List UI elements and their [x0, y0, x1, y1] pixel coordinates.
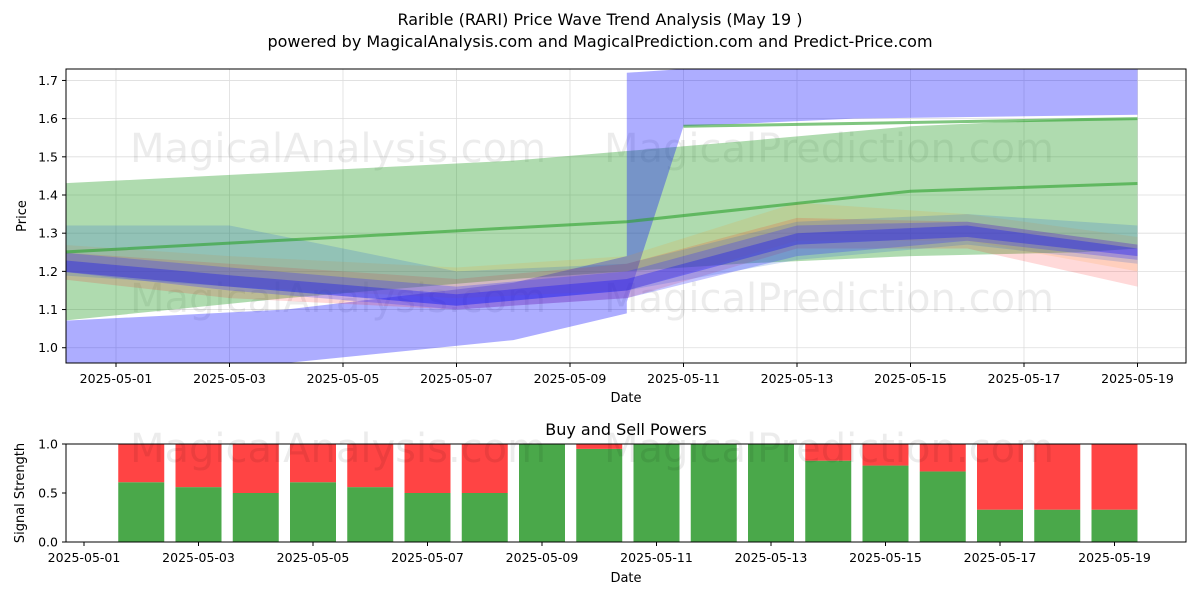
- sell-bar: [1034, 444, 1081, 510]
- y-tick-label: 1.4: [38, 188, 58, 203]
- wave-band-4: [66, 214, 1138, 306]
- sell-bar: [175, 444, 222, 488]
- trend-line-1: [683, 117, 1138, 128]
- plot-area: [66, 69, 1138, 363]
- y-tick-label: 0.0: [38, 535, 58, 550]
- watermark-text: MagicalPrediction.com: [604, 126, 1054, 172]
- chart-title: Rarible (RARI) Price Wave Trend Analysis…: [397, 10, 803, 29]
- buy-bar: [347, 487, 394, 542]
- wave-band-1: [66, 69, 1138, 363]
- buy-bar: [461, 493, 508, 542]
- buy-bar: [862, 465, 909, 542]
- x-tick-label: 2025-05-05: [277, 550, 350, 565]
- y-tick-label: 1.7: [38, 73, 58, 88]
- sell-bar: [347, 444, 394, 488]
- watermark-text: MagicalPrediction.com: [604, 276, 1054, 322]
- buy-bar: [118, 482, 165, 542]
- buy-bar: [576, 448, 623, 542]
- x-tick-label: 2025-05-07: [391, 550, 464, 565]
- trend-line-0: [66, 182, 1138, 254]
- y-tick-label: 1.1: [38, 302, 58, 317]
- y-tick-label: 1.3: [38, 226, 58, 241]
- x-tick-label: 2025-05-19: [1078, 550, 1151, 565]
- wave-band-2: [66, 217, 1138, 310]
- x-axis-label: Date: [610, 391, 641, 406]
- sell-bar: [919, 444, 966, 472]
- sell-bar: [404, 444, 451, 493]
- wave-band-3: [66, 202, 1138, 299]
- buy-bar: [633, 444, 680, 542]
- wave-band-5: [66, 221, 1138, 310]
- wave-band-6: [66, 225, 1138, 306]
- x-tick-label: 2025-05-11: [647, 371, 720, 386]
- sell-bar: [576, 444, 623, 449]
- x-tick-label: 2025-05-13: [735, 550, 808, 565]
- watermark-text: MagicalAnalysis.com: [130, 276, 546, 322]
- bottom-chart-title: Buy and Sell Powers: [545, 420, 707, 439]
- buy-bar: [1091, 509, 1138, 542]
- x-tick-label: 2025-05-19: [1101, 371, 1174, 386]
- y-tick-label: 0.5: [38, 486, 58, 501]
- wave-band-0: [66, 118, 1138, 321]
- x-tick-label: 2025-05-17: [964, 550, 1037, 565]
- buy-bar: [919, 471, 966, 542]
- buy-bar: [519, 444, 565, 542]
- buy-bar: [977, 509, 1023, 542]
- buy-bar: [748, 444, 794, 542]
- watermark-text: MagicalAnalysis.com: [130, 426, 546, 472]
- y-tick-label: 1.5: [38, 149, 58, 164]
- x-tick-label: 2025-05-05: [307, 371, 380, 386]
- sell-bar: [290, 444, 336, 483]
- buy-bar: [232, 493, 279, 542]
- buy-bar: [1034, 509, 1081, 542]
- x-tick-label: 2025-05-09: [534, 371, 607, 386]
- x-tick-label: 2025-05-01: [48, 550, 121, 565]
- sell-bar: [862, 444, 909, 466]
- buy-bar: [404, 493, 451, 542]
- y-axis-label: Price: [15, 200, 30, 232]
- watermark-text: MagicalPrediction.com: [604, 426, 1054, 472]
- sell-bar: [232, 444, 279, 493]
- x-tick-label: 2025-05-15: [849, 550, 922, 565]
- plot-frame: [65, 68, 1187, 364]
- x-tick-label: 2025-05-07: [420, 371, 493, 386]
- y-tick-label: 1.0: [38, 340, 58, 355]
- x-tick-label: 2025-05-11: [620, 550, 693, 565]
- sell-bar: [805, 444, 852, 461]
- watermark-text: MagicalAnalysis.com: [130, 126, 546, 172]
- chart-subtitle: powered by MagicalAnalysis.com and Magic…: [267, 32, 933, 51]
- buy-bar: [805, 460, 852, 542]
- buy-bar: [175, 487, 222, 542]
- x-axis-label: Date: [610, 571, 641, 586]
- sell-bar: [977, 444, 1023, 510]
- y-tick-label: 1.6: [38, 111, 58, 126]
- x-tick-label: 2025-05-15: [874, 371, 947, 386]
- buy-bar: [690, 444, 737, 542]
- x-tick-label: 2025-05-03: [162, 550, 235, 565]
- y-tick-label: 1.0: [38, 437, 58, 452]
- x-tick-label: 2025-05-01: [80, 371, 153, 386]
- y-tick-label: 1.2: [38, 264, 58, 279]
- buy-bar: [290, 482, 336, 542]
- y-axis-label: Signal Strength: [13, 443, 28, 543]
- sell-bar: [1091, 444, 1138, 510]
- x-tick-label: 2025-05-13: [761, 371, 834, 386]
- x-tick-label: 2025-05-03: [193, 371, 266, 386]
- sell-bar: [118, 444, 165, 483]
- sell-bar: [461, 444, 508, 493]
- x-tick-label: 2025-05-09: [506, 550, 579, 565]
- x-tick-label: 2025-05-17: [988, 371, 1061, 386]
